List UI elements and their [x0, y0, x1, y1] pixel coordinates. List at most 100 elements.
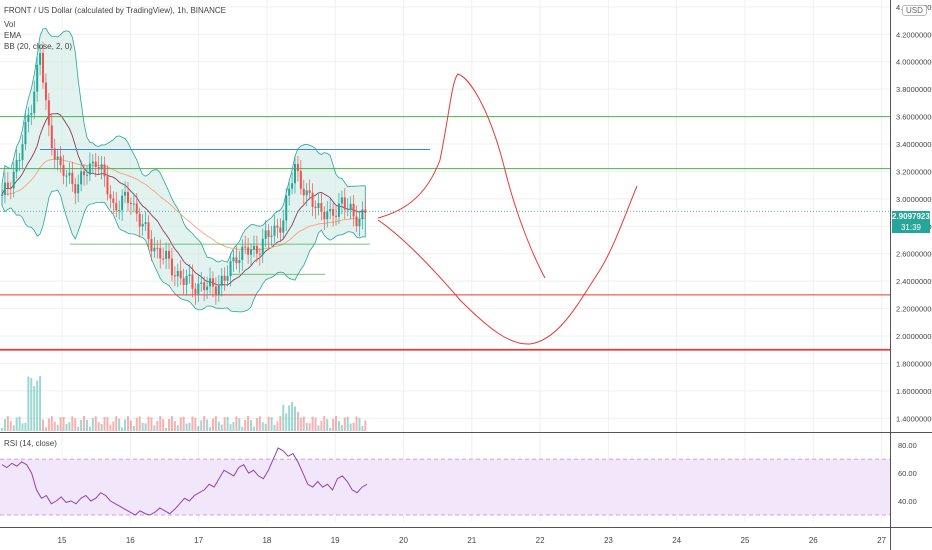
volume-bar — [229, 424, 232, 431]
candle-body — [320, 203, 323, 212]
candle-body — [9, 187, 12, 189]
candle-body — [83, 171, 86, 176]
currency-badge[interactable]: USD — [902, 5, 927, 16]
indicator-ema-label[interactable]: EMA — [4, 31, 22, 40]
candle-body — [88, 163, 91, 175]
candle-body — [159, 247, 162, 259]
ema-line — [1, 158, 366, 251]
candle-body — [288, 188, 291, 196]
volume-bar — [329, 427, 332, 431]
candle-body — [36, 64, 39, 92]
candle-body — [358, 219, 361, 227]
volume-bar — [162, 419, 165, 431]
time-tick-label: 25 — [741, 536, 750, 545]
candle-body — [179, 270, 182, 279]
volume-bar — [358, 417, 361, 431]
volume-bar — [352, 422, 355, 431]
candle-body — [214, 286, 217, 296]
indicator-bb-label[interactable]: BB (20, close, 2, 0) — [4, 42, 73, 51]
volume-bar — [91, 418, 94, 431]
volume-bar — [165, 427, 168, 431]
candle-body — [291, 183, 294, 189]
volume-bar — [24, 422, 27, 431]
volume-bar — [33, 386, 36, 431]
candle-body — [308, 190, 311, 193]
candle-body — [294, 164, 296, 184]
candles — [1, 42, 367, 305]
volume-bar — [30, 377, 33, 431]
volume-bar — [285, 413, 288, 431]
candle-body — [59, 156, 62, 166]
price-tick-label: 2.60000000 — [896, 250, 932, 259]
candle-body — [273, 225, 276, 236]
candle-body — [126, 191, 129, 203]
volume-bar — [206, 419, 209, 431]
candle-body — [68, 172, 71, 176]
candle-body — [299, 171, 302, 189]
volume-bar — [68, 422, 71, 431]
candle-body — [302, 188, 305, 196]
volume-bar — [6, 416, 9, 431]
candle-body — [18, 159, 21, 161]
candle-body — [165, 250, 168, 259]
volume-bar — [267, 416, 270, 431]
indicator-vol-label[interactable]: Vol — [4, 20, 16, 29]
volume-bar — [129, 420, 132, 431]
volume-bar — [211, 418, 214, 431]
last-price-value: 2.90979232 — [892, 212, 932, 221]
candle-body — [77, 184, 80, 194]
candle-body — [94, 161, 97, 168]
price-tick-label: 1.80000000 — [896, 359, 932, 368]
candle-body — [264, 230, 267, 239]
candle-body — [1, 194, 3, 196]
candle-body — [349, 203, 352, 209]
candle-body — [65, 175, 68, 177]
candle-body — [85, 174, 88, 176]
projection-path-up — [377, 73, 546, 279]
candle-body — [6, 182, 9, 188]
candle-body — [62, 165, 65, 176]
candle-body — [261, 238, 264, 255]
volume-bar — [170, 416, 173, 431]
volume-bar — [88, 426, 91, 431]
rsi-label[interactable]: RSI (14, close) — [4, 439, 57, 448]
candle-body — [33, 91, 36, 114]
volume-bar — [302, 416, 305, 431]
volume-bar — [197, 426, 200, 431]
candle-body — [106, 176, 109, 195]
price-tick-label: 2.00000000 — [896, 332, 932, 341]
volume-bar — [121, 427, 124, 431]
candle-body — [27, 114, 30, 122]
price-tick-label: 3.40000000 — [896, 140, 932, 149]
bar-countdown: 31:39 — [900, 223, 922, 232]
volume-bar — [126, 416, 129, 431]
candle-body — [209, 278, 212, 287]
volume-bar — [153, 425, 156, 431]
time-tick-label: 15 — [58, 536, 67, 545]
volume-bar — [150, 417, 153, 431]
candle-body — [173, 275, 176, 277]
candle-body — [39, 52, 42, 65]
volume-bar — [311, 416, 314, 431]
candle-body — [97, 167, 100, 170]
candle-body — [326, 211, 329, 220]
candle-body — [115, 202, 118, 211]
time-tick-label: 17 — [194, 536, 203, 545]
volume-bar — [50, 416, 53, 431]
candle-body — [332, 208, 335, 216]
volume-bar — [109, 424, 112, 431]
volume-bar — [27, 376, 30, 431]
volume-bar — [168, 419, 171, 431]
candle-body — [314, 206, 317, 209]
candle-body — [176, 270, 179, 277]
candle-body — [223, 275, 226, 281]
price-tick-label: 3.20000000 — [896, 167, 932, 176]
time-tick-label: 20 — [399, 536, 408, 545]
candle-body — [252, 245, 255, 250]
candle-body — [250, 249, 253, 255]
time-tick-label: 24 — [672, 536, 681, 545]
price-tick-label: 1.60000000 — [896, 387, 932, 396]
volume-bar — [1, 428, 3, 431]
volume-bar — [217, 421, 220, 431]
